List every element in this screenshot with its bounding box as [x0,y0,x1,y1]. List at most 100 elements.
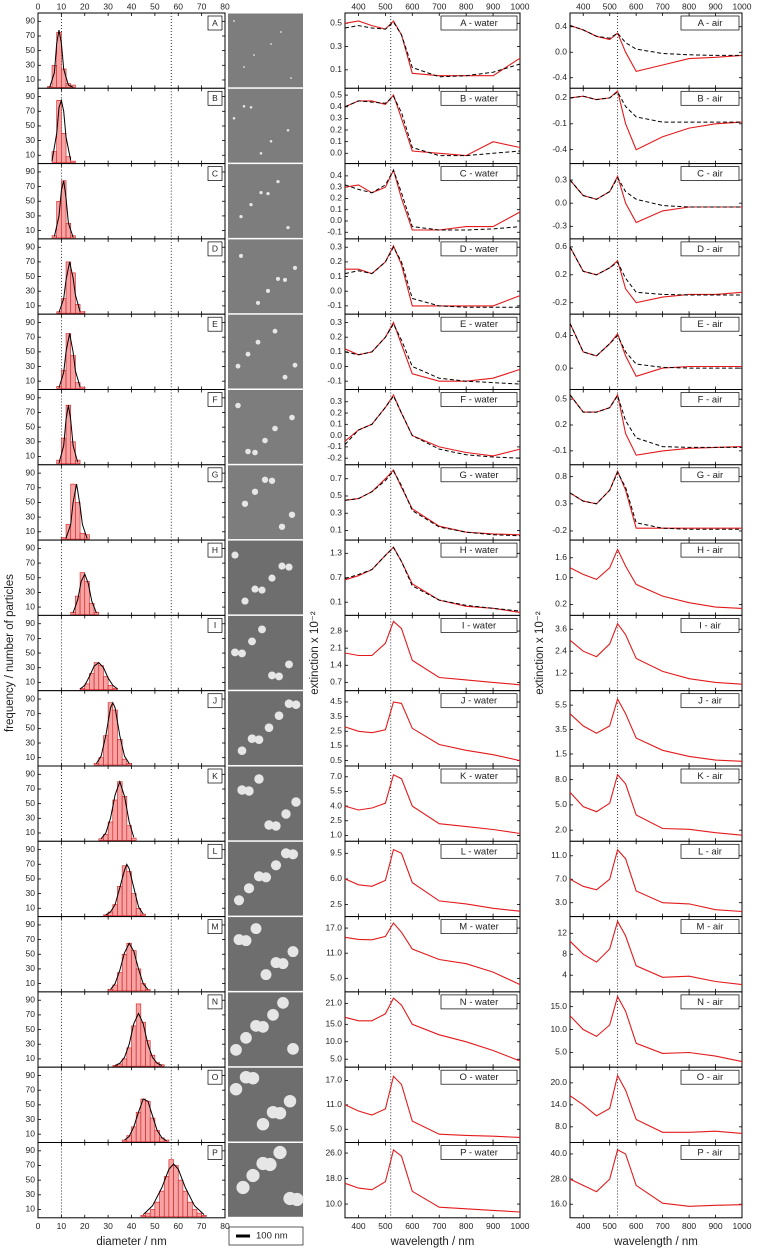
y-tick-label: 90 [26,769,36,779]
fit-line [344,395,521,459]
x-tick-label: 40 [127,1,137,11]
y-tick-label: 10 [26,526,36,536]
y-tick-label: 0.3 [330,507,342,517]
sem-image [228,465,303,540]
y-tick-label: -0.1 [552,118,567,128]
x-tick-label: 10 [57,1,67,11]
y-tick-label: 2.5 [330,899,342,909]
fit-curve [114,1012,163,1066]
panel-label: K - water [460,771,498,782]
y-tick-label: 50 [26,572,36,582]
y-tick-label: 70 [26,708,36,718]
y-tick-label: 0.2 [330,124,342,134]
sem-particle [283,1094,297,1108]
sem-image [228,917,303,991]
sem-particle [273,1145,287,1160]
sem-particle [280,848,292,859]
y-tick-label: 2.1 [330,642,342,652]
x-tick-label: 60 [174,1221,184,1231]
sem-particle [258,586,266,594]
panel-label: N [212,997,218,1007]
x-tick-label: 500 [603,1221,617,1231]
fit-curve [105,863,144,916]
sem-image [228,1067,303,1142]
panel-label-box [440,1145,518,1160]
y-tick-label: 50 [26,120,36,130]
histogram-bar [187,1201,193,1218]
spectrum-panel: 0.2 1.0 1.6 H - air [555,539,743,616]
sem-particle [251,585,259,593]
histogram-bar [56,200,62,239]
histogram-panel: 10 30 50 70 90 N [26,991,226,1068]
y-tick-label: 90 [26,16,36,26]
plot-frame [344,1142,521,1219]
y-tick-label: 30 [26,813,36,823]
spectrum-panel: 400 500 600 700 800 900 1000 10.0 18.0 26.0 P - wa… [325,1142,530,1248]
y-tick-label: 10 [26,978,36,988]
y-tick-label: 0.5 [330,89,342,99]
y-tick-label: 30 [26,511,36,521]
spectrum-panel: 2.5 6.0 9.5 L - water [330,840,521,918]
histogram-bar [145,989,151,992]
x-tick-label: 700 [432,1,446,11]
sem-particle [242,105,246,108]
panel-label: E - air [697,319,722,330]
histogram-bar [117,739,123,766]
histogram-bar [107,989,114,992]
histogram-bar [126,825,132,841]
sem-particle [230,1044,242,1056]
panel-label-box [207,843,223,859]
sem-particle [249,106,253,109]
y-tick-label: 70 [26,30,36,40]
y-tick-label: 10 [26,74,36,84]
panel-label-box [440,618,518,633]
x-tick-label: 60 [174,1,184,11]
spectrum-panel: 0.1 0.3 0.5 0.7 G - water [330,464,521,541]
sem-image [228,615,303,690]
y-tick-label: 5.0 [555,1047,567,1057]
y-tick-label: -0.2 [552,297,567,307]
sem-particle [281,809,291,819]
y-tick-label: 10 [26,300,36,310]
panel-label-box [440,843,518,859]
histogram-panel: 10 30 50 70 90 F [26,389,226,466]
histogram-bar [154,1201,160,1218]
y-tick-label: -0.3 [552,221,567,231]
y-tick-label: 26.0 [325,1147,342,1157]
panel-label: G [212,470,219,480]
sem-background [228,1143,303,1217]
y-tick-label: 5.0 [330,1053,342,1063]
x-tick-label: 0 [36,1221,41,1231]
panel-label-box [680,166,740,181]
sem-particle [268,671,276,680]
x-tick-label: 700 [432,1221,446,1231]
x-tick-label: 600 [405,1,419,11]
fit-line [569,91,742,123]
spectrum-panel: 2.0 5.0 8.0 K - air [555,765,743,842]
x-tick-label: 500 [603,1,617,11]
y-tick-label: 90 [26,166,36,176]
x-tick-label: 900 [486,1221,500,1231]
panel-label: O - water [459,1072,498,1083]
histogram-panel: 10 30 50 70 90 C [26,163,226,240]
x-tick-label: 800 [459,1221,473,1231]
x-tick-label: 1000 [511,1221,530,1231]
spectrum-line [569,919,743,986]
panel-label: B - water [460,93,498,104]
y-tick-label: 0.2 [330,331,342,341]
sem-image [228,766,303,841]
sem-image [228,992,303,1067]
y-tick-label: 2.8 [330,625,342,635]
spectrum-panel: 0.5 1.5 2.5 3.5 4.5 J - water [330,690,521,767]
histogram-bar [145,1040,151,1067]
histogram-bar [70,160,76,163]
panel-label-box [440,467,518,483]
sem-particle [235,402,241,409]
sem-image [228,390,303,464]
panel-label-box [207,392,223,407]
panel-label-box [680,994,740,1010]
panel-label-box [680,15,740,31]
plot-frame [37,1142,226,1219]
y-tick-label: 0.5 [330,490,342,500]
